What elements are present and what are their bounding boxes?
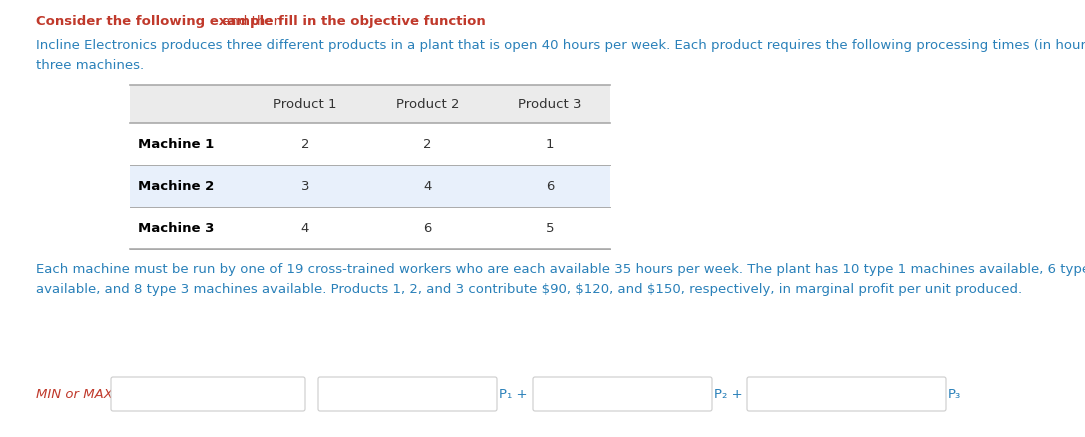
Text: 4: 4 xyxy=(423,180,432,193)
Text: available, and 8 type 3 machines available. Products 1, 2, and 3 contribute $90,: available, and 8 type 3 machines availab… xyxy=(36,283,1022,296)
Text: P₃: P₃ xyxy=(948,388,961,400)
FancyBboxPatch shape xyxy=(130,123,610,165)
Text: Product 2: Product 2 xyxy=(396,97,459,111)
Text: Machine 2: Machine 2 xyxy=(138,180,214,193)
Text: MIN or MAX: MIN or MAX xyxy=(36,388,113,400)
Text: P₂ +: P₂ + xyxy=(714,388,742,400)
Text: Machine 1: Machine 1 xyxy=(138,138,214,150)
Text: Each machine must be run by one of 19 cross-trained workers who are each availab: Each machine must be run by one of 19 cr… xyxy=(36,263,1085,276)
Text: and then: and then xyxy=(218,15,286,28)
Text: Product 1: Product 1 xyxy=(273,97,336,111)
Text: 3: 3 xyxy=(301,180,309,193)
FancyBboxPatch shape xyxy=(130,85,610,123)
Text: three machines.: three machines. xyxy=(36,59,144,72)
Text: P₁ +: P₁ + xyxy=(499,388,527,400)
Text: 4: 4 xyxy=(301,222,309,235)
Text: 6: 6 xyxy=(423,222,432,235)
FancyBboxPatch shape xyxy=(130,207,610,249)
FancyBboxPatch shape xyxy=(318,377,497,411)
Text: Product 3: Product 3 xyxy=(519,97,582,111)
Text: Machine 3: Machine 3 xyxy=(138,222,215,235)
FancyBboxPatch shape xyxy=(111,377,305,411)
Text: 5: 5 xyxy=(546,222,554,235)
FancyBboxPatch shape xyxy=(130,165,610,207)
Text: 2: 2 xyxy=(423,138,432,150)
Text: 1: 1 xyxy=(546,138,554,150)
Text: fill in the objective function: fill in the objective function xyxy=(278,15,486,28)
FancyBboxPatch shape xyxy=(533,377,712,411)
Text: 2: 2 xyxy=(301,138,309,150)
Text: Consider the following example: Consider the following example xyxy=(36,15,273,28)
FancyBboxPatch shape xyxy=(746,377,946,411)
Text: Incline Electronics produces three different products in a plant that is open 40: Incline Electronics produces three diffe… xyxy=(36,39,1085,52)
Text: 6: 6 xyxy=(546,180,554,193)
Text: .: . xyxy=(470,15,474,28)
